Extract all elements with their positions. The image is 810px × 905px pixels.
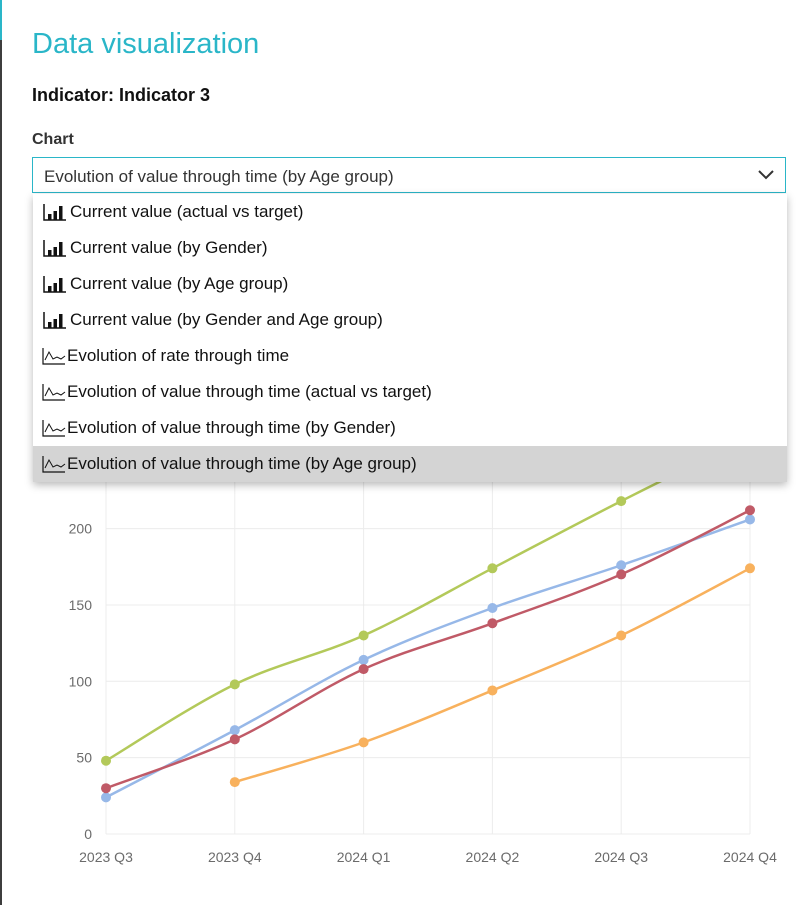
chart-option-label: Current value (by Gender and Age group)	[70, 310, 383, 329]
data-point	[745, 514, 755, 525]
data-point	[358, 630, 369, 641]
x-tick-label: 2024 Q4	[723, 849, 777, 865]
data-point	[101, 755, 111, 766]
data-point	[229, 734, 240, 745]
series-line	[105, 435, 751, 762]
left-border	[0, 40, 2, 905]
data-point	[487, 618, 498, 629]
x-tick-label: 2023 Q3	[79, 849, 133, 865]
chart-option[interactable]: Evolution of value through time (actual …	[33, 374, 787, 410]
chart-option-selected[interactable]: Evolution of value through time (by Age …	[33, 446, 787, 482]
data-point	[616, 496, 627, 507]
chart-option-label: Current value (actual vs target)	[70, 202, 304, 221]
y-tick-label: 100	[69, 673, 93, 689]
series-line	[105, 518, 751, 799]
data-point	[745, 505, 755, 516]
data-point	[229, 725, 240, 736]
line-chart-icon	[42, 420, 66, 437]
y-tick-label: 0	[84, 826, 92, 842]
line-chart-icon	[42, 384, 66, 401]
chevron-down-icon[interactable]	[757, 168, 775, 182]
data-point	[101, 792, 111, 803]
data-point	[229, 777, 240, 788]
series-line	[105, 509, 751, 790]
bar-chart-icon	[43, 312, 66, 329]
chart-option[interactable]: Current value (by Gender and Age group)	[33, 302, 787, 338]
x-tick-label: 2024 Q2	[466, 849, 520, 865]
chart-option-label: Current value (by Gender)	[70, 238, 268, 257]
bar-chart-icon	[43, 204, 66, 221]
data-point	[358, 737, 369, 748]
y-tick-label: 200	[69, 521, 93, 537]
data-point	[616, 569, 627, 580]
data-point	[487, 563, 498, 574]
data-point	[229, 679, 240, 690]
x-tick-label: 2023 Q4	[208, 849, 262, 865]
data-point	[616, 560, 627, 571]
chart-option-label: Evolution of value through time (by Age …	[67, 454, 417, 473]
y-tick-label: 50	[76, 750, 92, 766]
x-tick-label: 2024 Q1	[337, 849, 391, 865]
x-tick-label: 2024 Q3	[594, 849, 648, 865]
line-chart-icon	[42, 348, 66, 365]
data-point	[745, 563, 755, 574]
chart-option[interactable]: Evolution of rate through time	[33, 338, 787, 374]
chart-options-dropdown: Current value (actual vs target) Current…	[33, 194, 787, 482]
data-point	[358, 654, 369, 665]
chart-option-label: Current value (by Age group)	[70, 274, 289, 293]
chart-option[interactable]: Current value (by Age group)	[33, 266, 787, 302]
chart-option-label: Evolution of rate through time	[67, 346, 290, 365]
chart-option[interactable]: Current value (actual vs target)	[33, 194, 787, 230]
indicator-heading: Indicator: Indicator 3	[32, 85, 211, 105]
data-point	[616, 630, 627, 641]
bar-chart-icon	[43, 240, 66, 257]
y-tick-label: 150	[69, 597, 93, 613]
data-point	[101, 783, 111, 794]
chart-select-label: Chart	[32, 131, 74, 148]
line-chart-icon	[42, 456, 66, 473]
chart-option-label: Evolution of value through time (by Gend…	[67, 418, 396, 437]
chart-option-label: Evolution of value through time (actual …	[67, 382, 432, 401]
data-point	[487, 685, 498, 696]
chart-option[interactable]: Evolution of value through time (by Gend…	[33, 410, 787, 446]
bar-chart-icon	[43, 276, 66, 293]
chart-option[interactable]: Current value (by Gender)	[33, 230, 787, 266]
data-point	[487, 603, 498, 614]
chart-select-value: Evolution of value through time (by Age …	[44, 167, 394, 186]
chart-select[interactable]: Evolution of value through time (by Age …	[32, 157, 786, 193]
data-point	[358, 664, 369, 675]
page-title: Data visualization	[32, 28, 260, 60]
